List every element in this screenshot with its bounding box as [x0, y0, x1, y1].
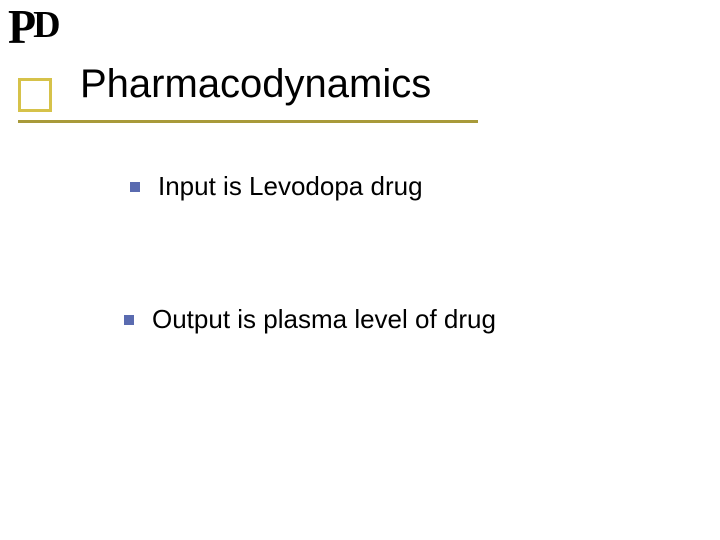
bullet-text: Output is plasma level of drug: [152, 303, 496, 336]
square-bullet-icon: [130, 182, 140, 192]
slide: P D Pharmacodynamics Input is Levodopa d…: [0, 0, 720, 540]
list-item: Output is plasma level of drug: [124, 303, 650, 336]
pd-logo: P D: [8, 4, 60, 50]
slide-title: Pharmacodynamics: [80, 62, 431, 107]
title-block: Pharmacodynamics: [0, 48, 720, 138]
body-area: Input is Levodopa drug Output is plasma …: [130, 170, 650, 335]
list-item: Input is Levodopa drug: [130, 170, 650, 203]
title-underline: [18, 120, 478, 123]
accent-box: [18, 78, 52, 112]
bullet-text: Input is Levodopa drug: [158, 170, 423, 203]
logo-letter-d: D: [33, 6, 59, 44]
square-bullet-icon: [124, 315, 134, 325]
logo-letter-p: P: [8, 3, 35, 51]
